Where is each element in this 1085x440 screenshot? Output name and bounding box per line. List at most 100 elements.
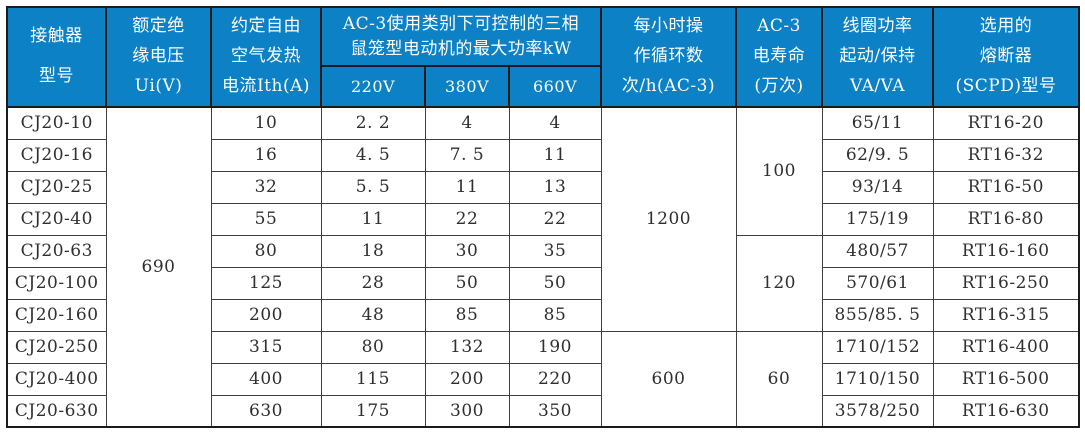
header-row-1: 接触器 型号 额定绝 缘电压 Ui(V) 约定自由 空气发热 电流Ith(A) … — [6, 6, 1080, 108]
cell-model: CJ20-16 — [6, 138, 107, 172]
cell-coil-power: 93/14 — [821, 170, 934, 204]
cell-kw-660v: 35 — [508, 234, 602, 268]
cell-kw-220v: 18 — [320, 234, 426, 268]
cell-fuse-model: RT16-32 — [932, 138, 1080, 172]
cell-kw-660v: 50 — [508, 266, 602, 300]
cell-fuse-model: RT16-80 — [932, 202, 1080, 236]
cell-model: CJ20-40 — [6, 202, 107, 236]
cell-kw-220v: 80 — [320, 330, 426, 364]
table-body: CJ20-10 690 10 2. 2 4 4 1200 100 65/11 R… — [6, 106, 1080, 428]
header-220v: 220V — [320, 65, 426, 108]
cell-model: CJ20-250 — [6, 330, 107, 364]
cell-model: CJ20-630 — [6, 394, 107, 428]
cell-kw-380v: 300 — [424, 394, 510, 428]
cell-model: CJ20-63 — [6, 234, 107, 268]
header-660v: 660V — [508, 65, 602, 108]
cell-fuse-model: RT16-20 — [932, 106, 1080, 140]
cell-coil-power: 570/61 — [821, 266, 934, 300]
cell-thermal-current: 200 — [210, 298, 322, 332]
cell-kw-380v: 7. 5 — [424, 138, 510, 172]
cell-kw-380v: 200 — [424, 362, 510, 396]
cell-thermal-current: 125 — [210, 266, 322, 300]
cell-fuse-model: RT16-400 — [932, 330, 1080, 364]
header-electrical-life: AC-3 电寿命 (万次) — [735, 6, 823, 108]
cell-kw-380v: 85 — [424, 298, 510, 332]
header-380v: 380V — [424, 65, 510, 108]
cell-model: CJ20-25 — [6, 170, 107, 204]
header-row-2: 220V 380V 660V — [7, 65, 1079, 108]
cell-coil-power: 65/11 — [821, 106, 934, 140]
cell-fuse-model: RT16-315 — [932, 298, 1080, 332]
cell-kw-380v: 4 — [424, 106, 510, 140]
cell-kw-660v: 13 — [508, 170, 602, 204]
table-row: CJ20-100 125 28 50 50 570/61 RT16-250 — [6, 266, 1080, 300]
cell-cycles-per-hour: 1200 — [600, 106, 737, 332]
cell-kw-220v: 11 — [320, 202, 426, 236]
cell-coil-power: 1710/152 — [821, 330, 934, 364]
cell-fuse-model: RT16-500 — [932, 362, 1080, 396]
cell-thermal-current: 630 — [210, 394, 322, 428]
cell-thermal-current: 315 — [210, 330, 322, 364]
cell-kw-220v: 5. 5 — [320, 170, 426, 204]
cell-kw-220v: 175 — [320, 394, 426, 428]
table-row: CJ20-250 315 80 132 190 600 60 1710/152 … — [6, 330, 1080, 428]
cell-electrical-life: 60 — [735, 330, 823, 428]
cell-insulation-voltage: 690 — [105, 106, 212, 428]
table-row: CJ20-40 55 11 22 22 175/19 RT16-80 — [6, 202, 1080, 236]
table-row: CJ20-16 16 4. 5 7. 5 11 62/9. 5 RT16-32 — [6, 138, 1080, 172]
table-row: CJ20-630 630 175 300 350 3578/250 RT16-6… — [6, 394, 1080, 428]
header-cycles-per-hour: 每小时操 作循环数 次/h(AC-3) — [600, 6, 737, 108]
cell-thermal-current: 400 — [210, 362, 322, 396]
cell-kw-380v: 50 — [424, 266, 510, 300]
cell-coil-power: 62/9. 5 — [821, 138, 934, 172]
cell-model: CJ20-10 — [6, 106, 107, 140]
cell-coil-power: 3578/250 — [821, 394, 934, 428]
cell-kw-380v: 11 — [424, 170, 510, 204]
table-header: 接触器 型号 额定绝 缘电压 Ui(V) 约定自由 空气发热 电流Ith(A) … — [6, 6, 1080, 108]
cell-thermal-current: 80 — [210, 234, 322, 268]
cell-kw-660v: 350 — [508, 394, 602, 428]
cell-kw-660v: 4 — [508, 106, 602, 140]
cell-fuse-model: RT16-50 — [932, 170, 1080, 204]
cell-kw-380v: 30 — [424, 234, 510, 268]
cell-kw-380v: 132 — [424, 330, 510, 364]
cell-fuse-model: RT16-630 — [932, 394, 1080, 428]
cell-fuse-model: RT16-250 — [932, 266, 1080, 300]
header-contactor-model: 接触器 型号 — [6, 6, 107, 108]
cell-kw-660v: 190 — [508, 330, 602, 364]
header-fuse-model: 选用的 熔断器 (SCPD)型号 — [932, 6, 1080, 108]
cell-thermal-current: 10 — [210, 106, 322, 140]
cell-coil-power: 480/57 — [821, 234, 934, 268]
cell-electrical-life: 120 — [735, 234, 823, 332]
cell-kw-660v: 22 — [508, 202, 602, 236]
cell-fuse-model: RT16-160 — [932, 234, 1080, 268]
cell-model: CJ20-100 — [6, 266, 107, 300]
cell-model: CJ20-160 — [6, 298, 107, 332]
cell-kw-220v: 48 — [320, 298, 426, 332]
contactor-spec-table-wrap: 接触器 型号 额定绝 缘电压 Ui(V) 约定自由 空气发热 电流Ith(A) … — [6, 6, 1080, 428]
cell-kw-380v: 22 — [424, 202, 510, 236]
contactor-spec-table: 接触器 型号 额定绝 缘电压 Ui(V) 约定自由 空气发热 电流Ith(A) … — [6, 6, 1080, 428]
cell-electrical-life: 100 — [735, 106, 823, 236]
cell-thermal-current: 16 — [210, 138, 322, 172]
cell-kw-660v: 85 — [508, 298, 602, 332]
header-coil-power: 线圈功率 起动/保持 VA/VA — [821, 6, 934, 108]
cell-cycles-per-hour: 600 — [600, 330, 737, 428]
header-ac3-max-power-group: AC-3使用类别下可控制的三相 鼠笼型电动机的最大功率kW — [320, 6, 602, 67]
header-insulation-voltage: 额定绝 缘电压 Ui(V) — [105, 6, 212, 108]
cell-thermal-current: 55 — [210, 202, 322, 236]
table-row: CJ20-10 690 10 2. 2 4 4 1200 100 65/11 R… — [6, 106, 1080, 428]
cell-thermal-current: 32 — [210, 170, 322, 204]
cell-kw-220v: 28 — [320, 266, 426, 300]
cell-kw-660v: 11 — [508, 138, 602, 172]
header-thermal-current: 约定自由 空气发热 电流Ith(A) — [210, 6, 322, 108]
cell-kw-220v: 115 — [320, 362, 426, 396]
table-row: CJ20-25 32 5. 5 11 13 93/14 RT16-50 — [6, 170, 1080, 204]
cell-kw-220v: 4. 5 — [320, 138, 426, 172]
cell-coil-power: 1710/150 — [821, 362, 934, 396]
table-row: CJ20-400 400 115 200 220 1710/150 RT16-5… — [6, 362, 1080, 396]
cell-kw-660v: 220 — [508, 362, 602, 396]
cell-coil-power: 175/19 — [821, 202, 934, 236]
cell-coil-power: 855/85. 5 — [821, 298, 934, 332]
cell-kw-220v: 2. 2 — [320, 106, 426, 140]
